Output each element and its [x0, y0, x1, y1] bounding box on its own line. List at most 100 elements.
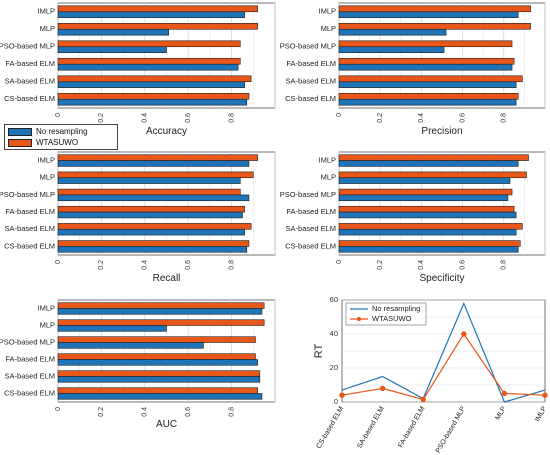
precision-category-label: PSO-based MLP	[280, 42, 336, 51]
auc-bar-wtasuwo-pso-based-mlp	[57, 336, 256, 343]
accuracy-x-axis-label: Accuracy	[146, 126, 187, 137]
auc-category-label: CS-based ELM	[4, 388, 55, 397]
accuracy-category-label: SA-based ELM	[5, 77, 55, 86]
specificity-x-tick-label: 0.4	[418, 260, 425, 270]
rt-point-wtasuwo	[461, 331, 467, 337]
auc-bar-no-resampling-pso-based-mlp	[57, 342, 204, 349]
accuracy-category-label: PSO-based MLP	[0, 42, 55, 51]
precision-x-axis-label: Precision	[421, 126, 462, 137]
accuracy-x-tick-label: 0.4	[142, 113, 149, 123]
specificity-x-tick-label: 0.8	[501, 260, 508, 270]
specificity-bar-wtasuwo-cs-based-elm	[338, 240, 521, 247]
rt-legend-label-wtasuwo: WTASUWO	[372, 314, 412, 323]
specificity-bar-no-resampling-pso-based-mlp	[338, 194, 509, 202]
recall-category-label: IMLP	[37, 156, 55, 165]
recall-bar-no-resampling-sa-based-elm	[57, 228, 245, 236]
recall-x-tick-label: 0.8	[228, 260, 235, 270]
rt-x-tick-label: IMLP	[534, 405, 548, 423]
specificity-category-label: CS-based ELM	[285, 241, 336, 250]
precision-x-tick-label: 0.4	[418, 113, 425, 123]
specificity-category-label: IMLP	[318, 156, 336, 165]
precision-bar-no-resampling-fa-based-elm	[338, 63, 513, 71]
accuracy-category-label: FA-based ELM	[5, 59, 55, 68]
accuracy-category-label: IMLP	[37, 7, 55, 16]
legend-swatch-wtasuwo	[8, 138, 32, 147]
auc-bar-wtasuwo-mlp	[57, 319, 265, 326]
legend-label-wtasuwo: WTASUWO	[36, 137, 79, 147]
legend-swatch-no-resampling	[8, 127, 32, 136]
precision-bar-wtasuwo-pso-based-mlp	[338, 40, 513, 48]
recall-bar-wtasuwo-cs-based-elm	[57, 240, 250, 247]
auc-bar-no-resampling-fa-based-elm	[57, 359, 258, 366]
rt-y-axis-label: RT	[313, 343, 325, 358]
specificity-bar-wtasuwo-pso-based-mlp	[338, 188, 513, 196]
accuracy-category-label: CS-based ELM	[4, 94, 55, 103]
specificity-x-axis-label: Specificity	[419, 273, 464, 284]
rt-line-wtasuwo	[341, 332, 546, 401]
rt-y-tick-label: 20	[330, 363, 338, 372]
recall-bar-wtasuwo-sa-based-elm	[57, 223, 252, 230]
accuracy-bar-no-resampling-cs-based-elm	[57, 98, 248, 106]
precision-bar-wtasuwo-sa-based-elm	[338, 75, 523, 83]
accuracy-bar-wtasuwo-mlp	[57, 22, 258, 30]
auc-x-axis-label: AUC	[156, 419, 177, 430]
legend-item-no-resampling: No resampling	[8, 126, 88, 137]
precision-category-label: CS-based ELM	[285, 94, 336, 103]
rt-y-tick-label: 60	[330, 295, 338, 304]
rt-x-tick-label: CS-based ELM	[316, 405, 346, 450]
auc-bar-no-resampling-sa-based-elm	[57, 376, 261, 383]
precision-x-tick-label: 0	[336, 113, 343, 117]
accuracy-x-tick-label: 0.6	[185, 113, 192, 123]
specificity-category-label: SA-based ELM	[286, 224, 336, 233]
rt-legend-marker-wtasuwo	[357, 317, 361, 321]
auc-category-label: PSO-based MLP	[0, 337, 55, 346]
recall-x-tick-label: 0.6	[185, 260, 192, 270]
rt-legend-label-no-resampling: No resampling	[372, 304, 420, 313]
auc-x-tick-label: 0.4	[142, 407, 149, 417]
auc-x-tick-label: 0.8	[228, 407, 235, 417]
accuracy-bar-wtasuwo-fa-based-elm	[57, 57, 241, 65]
accuracy-x-tick-label: 0.8	[228, 113, 235, 123]
rt-x-tick-label: PSO-based MLP	[435, 405, 467, 454]
precision-bar-no-resampling-cs-based-elm	[338, 98, 517, 106]
rt-line-no-resampling	[341, 301, 546, 403]
specificity-category-label: FA-based ELM	[286, 207, 336, 216]
accuracy-bar-wtasuwo-sa-based-elm	[57, 75, 252, 83]
accuracy-category-label: MLP	[40, 24, 55, 33]
accuracy-bar-wtasuwo-pso-based-mlp	[57, 40, 241, 48]
specificity-category-label: PSO-based MLP	[280, 190, 336, 199]
accuracy-bar-no-resampling-mlp	[57, 28, 169, 36]
specificity-x-tick-label: 0.2	[377, 260, 384, 270]
bar-legend: No resampling WTASUWO	[4, 124, 118, 150]
recall-category-label: SA-based ELM	[5, 224, 55, 233]
rt-point-wtasuwo	[379, 385, 386, 392]
rt-y-tick-label: 0	[334, 397, 338, 406]
recall-x-tick-label: 0	[55, 260, 62, 264]
accuracy-x-tick-label: 0.2	[98, 113, 105, 123]
rt-x-tick-label: MLP	[494, 405, 507, 421]
precision-bar-no-resampling-mlp	[338, 28, 447, 36]
precision-category-label: SA-based ELM	[286, 77, 336, 86]
recall-bar-no-resampling-pso-based-mlp	[57, 194, 250, 202]
rt-x-tick-label: FA-based ELM	[397, 405, 426, 449]
auc-bar-no-resampling-cs-based-elm	[57, 393, 263, 400]
auc-bar-wtasuwo-fa-based-elm	[57, 353, 256, 360]
recall-x-tick-label: 0.4	[142, 260, 149, 270]
legend-label-no-resampling: No resampling	[36, 126, 88, 136]
rt-y-tick-label: 40	[330, 329, 338, 338]
accuracy-bar-no-resampling-pso-based-mlp	[57, 46, 167, 53]
specificity-x-tick-label: 0	[336, 260, 343, 264]
recall-bar-no-resampling-mlp	[57, 177, 241, 184]
rt-point-wtasuwo	[420, 396, 426, 403]
precision-bar-no-resampling-pso-based-mlp	[338, 46, 445, 53]
accuracy-x-tick-label: 0	[55, 113, 62, 117]
rt-point-wtasuwo	[339, 392, 345, 398]
auc-category-label: IMLP	[37, 303, 55, 312]
auc-category-label: MLP	[40, 320, 55, 329]
auc-bar-wtasuwo-sa-based-elm	[57, 370, 261, 377]
precision-bar-wtasuwo-mlp	[338, 22, 531, 30]
auc-bar-wtasuwo-cs-based-elm	[57, 387, 258, 394]
recall-category-label: PSO-based MLP	[0, 190, 55, 199]
precision-bar-no-resampling-sa-based-elm	[338, 81, 517, 88]
